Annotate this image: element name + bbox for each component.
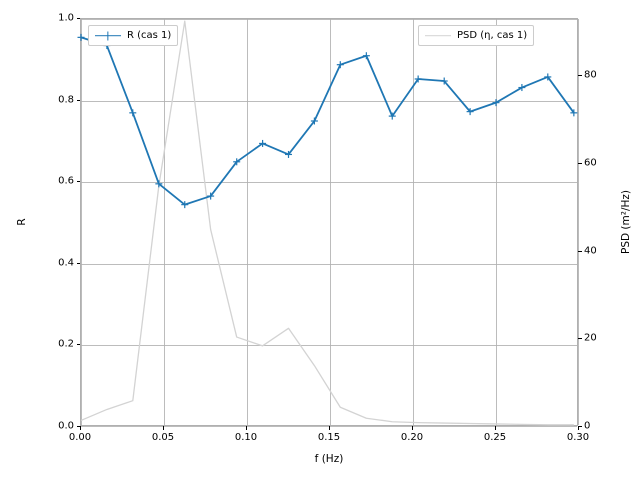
gridline-y-5	[81, 19, 577, 20]
gridline-y-2	[81, 264, 577, 265]
x-axis-label: f (Hz)	[314, 453, 344, 465]
gridline-x-2	[247, 19, 248, 425]
data-point-10	[336, 61, 344, 69]
data-point-14	[440, 77, 448, 85]
tick-label-y-left-5: 1.0	[58, 12, 74, 24]
tick-label-x-0: 0.00	[68, 432, 92, 443]
tick-x-5	[495, 426, 496, 430]
legend-swatch-r	[95, 31, 121, 41]
tick-y-left-1	[76, 344, 80, 345]
series-r-line	[77, 33, 578, 209]
legend-swatch-psd	[425, 31, 451, 41]
tick-label-y-right-0: 0	[584, 420, 591, 432]
legend-label-r: R (cas 1)	[127, 30, 172, 41]
data-point-6	[233, 158, 241, 166]
data-point-7	[259, 139, 267, 147]
tick-label-y-right-3: 60	[584, 157, 597, 169]
right-y-axis-label: PSD (m²/Hz)	[620, 190, 632, 254]
gridline-x-3	[330, 19, 331, 425]
legend-label-psd: PSD (η, cas 1)	[457, 30, 528, 41]
tick-y-right-2	[578, 251, 582, 252]
gridline-x-6	[578, 19, 579, 425]
gridline-y-3	[81, 182, 577, 183]
tick-y-right-4	[578, 75, 582, 76]
tick-y-left-2	[76, 263, 80, 264]
tick-y-left-0	[76, 426, 80, 427]
data-point-15	[466, 108, 474, 116]
tick-label-y-left-0: 0.0	[58, 420, 74, 432]
tick-label-x-4: 0.20	[400, 432, 424, 443]
left-y-axis-label: R	[16, 218, 28, 226]
tick-label-y-left-2: 0.4	[58, 257, 74, 269]
tick-x-4	[412, 426, 413, 430]
tick-label-x-2: 0.10	[234, 432, 258, 443]
data-point-3	[155, 180, 163, 188]
gridline-x-0	[81, 19, 82, 425]
tick-x-2	[246, 426, 247, 430]
tick-label-y-left-4: 0.8	[58, 94, 74, 106]
data-point-16	[492, 99, 500, 107]
line-path	[80, 20, 574, 426]
tick-label-y-right-1: 20	[584, 332, 597, 344]
tick-x-6	[578, 426, 579, 430]
gridline-y-1	[81, 345, 577, 346]
gridline-x-1	[164, 19, 165, 425]
data-point-13	[414, 75, 422, 83]
data-point-17	[518, 84, 526, 92]
data-point-0	[77, 33, 85, 41]
tick-y-right-1	[578, 338, 582, 339]
tick-y-left-4	[76, 100, 80, 101]
tick-label-y-left-3: 0.6	[58, 175, 74, 187]
data-point-8	[285, 150, 292, 158]
tick-y-right-3	[578, 163, 582, 164]
data-point-19	[570, 109, 578, 117]
tick-label-x-5: 0.25	[483, 432, 507, 443]
legend-r[interactable]: R (cas 1)	[88, 25, 179, 46]
data-point-9	[310, 117, 318, 125]
data-point-2	[129, 109, 137, 117]
line-path	[80, 36, 575, 206]
data-point-11	[362, 52, 370, 60]
tick-x-0	[80, 426, 81, 430]
data-point-4	[181, 201, 189, 209]
tick-label-x-1: 0.05	[151, 432, 175, 443]
plot-area	[77, 18, 579, 427]
legend-psd[interactable]: PSD (η, cas 1)	[418, 25, 535, 46]
tick-label-y-right-2: 40	[584, 245, 597, 257]
tick-label-x-6: 0.30	[566, 432, 590, 443]
gridline-y-4	[81, 101, 577, 102]
tick-x-1	[163, 426, 164, 430]
tick-y-left-3	[76, 181, 80, 182]
data-point-5	[207, 192, 215, 200]
tick-label-y-right-4: 80	[584, 69, 597, 81]
tick-x-3	[329, 426, 330, 430]
data-point-18	[544, 73, 552, 81]
tick-y-left-5	[76, 18, 80, 19]
tick-y-right-0	[578, 426, 582, 427]
tick-label-y-left-1: 0.2	[58, 338, 74, 350]
series-psd-line	[80, 20, 574, 426]
gridline-x-4	[413, 19, 414, 425]
tick-label-x-3: 0.15	[317, 432, 341, 443]
data-point-12	[388, 112, 396, 120]
gridline-x-5	[496, 19, 497, 425]
